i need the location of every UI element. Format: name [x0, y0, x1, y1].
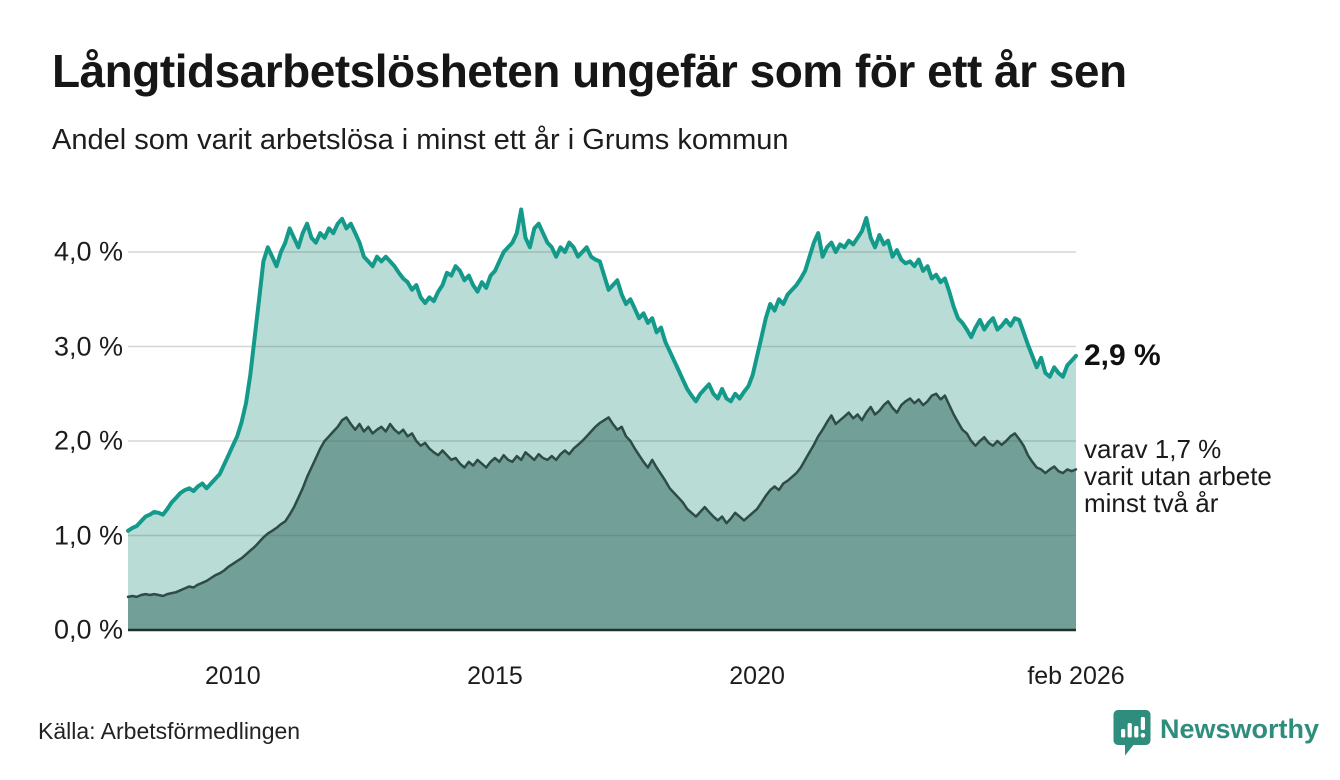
secondary-value-label: varav 1,7 % varit utan arbete minst två … — [1084, 434, 1272, 519]
x-tick-label: feb 2026 — [1027, 662, 1125, 690]
y-tick-label: 4,0 % — [53, 236, 123, 267]
x-tick-label: 2020 — [729, 662, 785, 690]
x-tick-label: 2015 — [467, 662, 523, 690]
y-tick-label: 1,0 % — [53, 520, 123, 551]
chart-subtitle: Andel som varit arbetslösa i minst ett å… — [52, 124, 789, 156]
x-tick-label: 2010 — [205, 662, 261, 690]
newsworthy-logo: Newsworthy — [1113, 709, 1319, 757]
y-tick-label: 2,0 % — [53, 425, 123, 456]
newsworthy-bubble-chart-icon — [1113, 710, 1151, 756]
brand-name: Newsworthy — [1160, 714, 1320, 744]
last-value-label: 2,9 % — [1084, 338, 1161, 372]
source-note: Källa: Arbetsförmedlingen — [38, 718, 301, 744]
y-tick-label: 0,0 % — [53, 614, 123, 645]
y-tick-label: 3,0 % — [53, 331, 123, 362]
chart-title: Långtidsarbetslösheten ungefär som för e… — [52, 45, 1127, 97]
